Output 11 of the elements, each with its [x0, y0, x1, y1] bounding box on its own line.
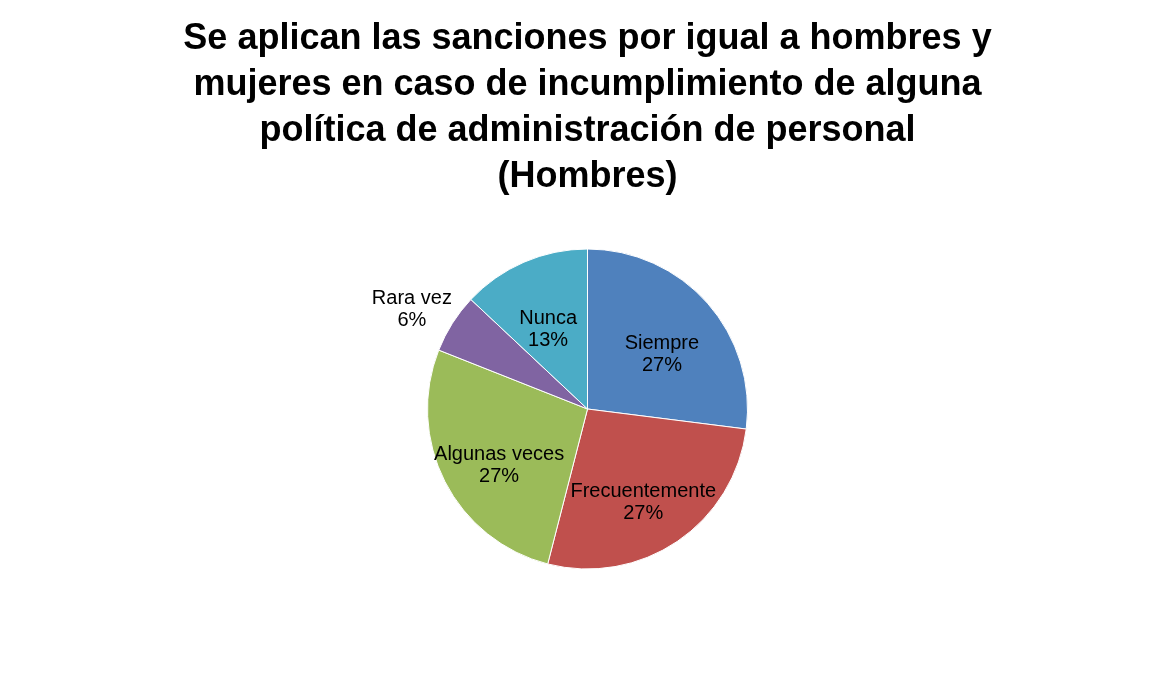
slice-label: Algunas veces [434, 442, 565, 465]
slice-label: Frecuentemente [570, 479, 717, 502]
data-label: 13% [528, 327, 569, 350]
data-label: 27% [641, 353, 683, 376]
slice-label: Siempre [624, 331, 700, 354]
data-label: 6% [397, 307, 427, 330]
slice-label: Nunca [519, 305, 578, 328]
data-label: 27% [623, 501, 664, 524]
data-label: 27% [479, 464, 520, 487]
chart-title: Se aplican las sanciones por igual a hombres y mujeres en caso de incumplimiento de alguna política de administración de personal (Hombres) [183, 16, 992, 195]
slice-label: Rara vez [371, 285, 452, 308]
